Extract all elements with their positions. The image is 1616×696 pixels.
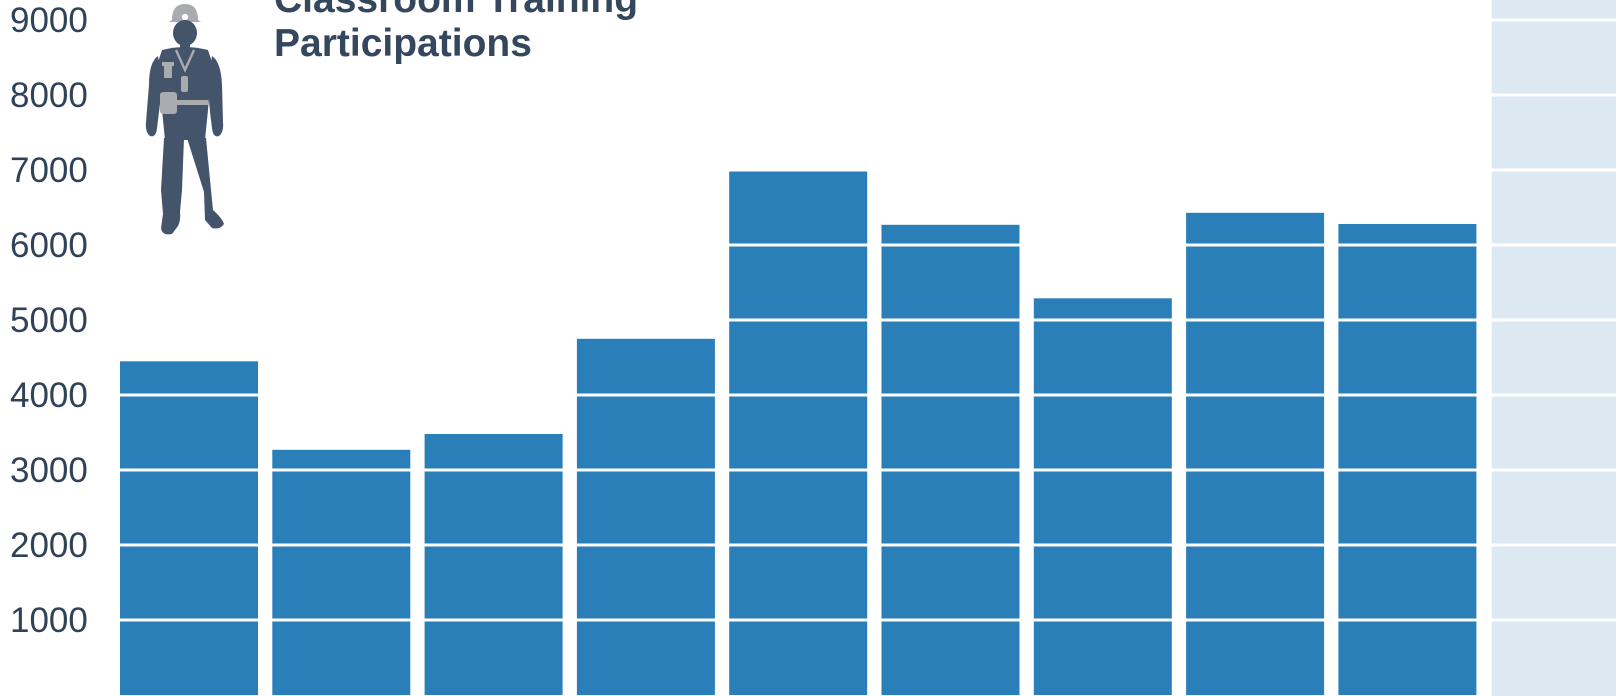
- y-tick-label: 4000: [10, 376, 88, 415]
- bar-9: [1338, 224, 1477, 695]
- bar-6: [881, 224, 1020, 696]
- chart-title: Classroom Training Participations: [274, 0, 638, 66]
- gridlines: [120, 18, 1616, 622]
- shaded-band: [1491, 0, 1616, 696]
- bar-1: [120, 361, 258, 696]
- y-tick-label: 9000: [10, 1, 88, 40]
- bars: [120, 170, 1477, 696]
- construction-worker-icon: [145, 4, 224, 235]
- bar-8: [1186, 212, 1325, 696]
- chart-title-line-1: Classroom Training: [274, 0, 638, 22]
- y-tick-label: 5000: [10, 301, 88, 340]
- chart-title-line-2: Participations: [274, 22, 532, 65]
- y-tick-label: 7000: [10, 151, 88, 190]
- y-tick-label: 6000: [10, 226, 88, 265]
- y-tick-label: 1000: [10, 601, 88, 640]
- y-tick-label: 3000: [10, 451, 88, 490]
- y-axis-tick-labels: 1000 2000 3000 4000 5000 6000 7000 8000 9000: [10, 1, 88, 640]
- y-tick-label: 8000: [10, 76, 88, 115]
- bar-7: [1033, 298, 1172, 695]
- bar-2: [272, 449, 411, 696]
- bar-5: [729, 170, 868, 695]
- bar-3: [424, 434, 563, 695]
- y-tick-label: 2000: [10, 526, 88, 565]
- bar-4: [576, 338, 715, 696]
